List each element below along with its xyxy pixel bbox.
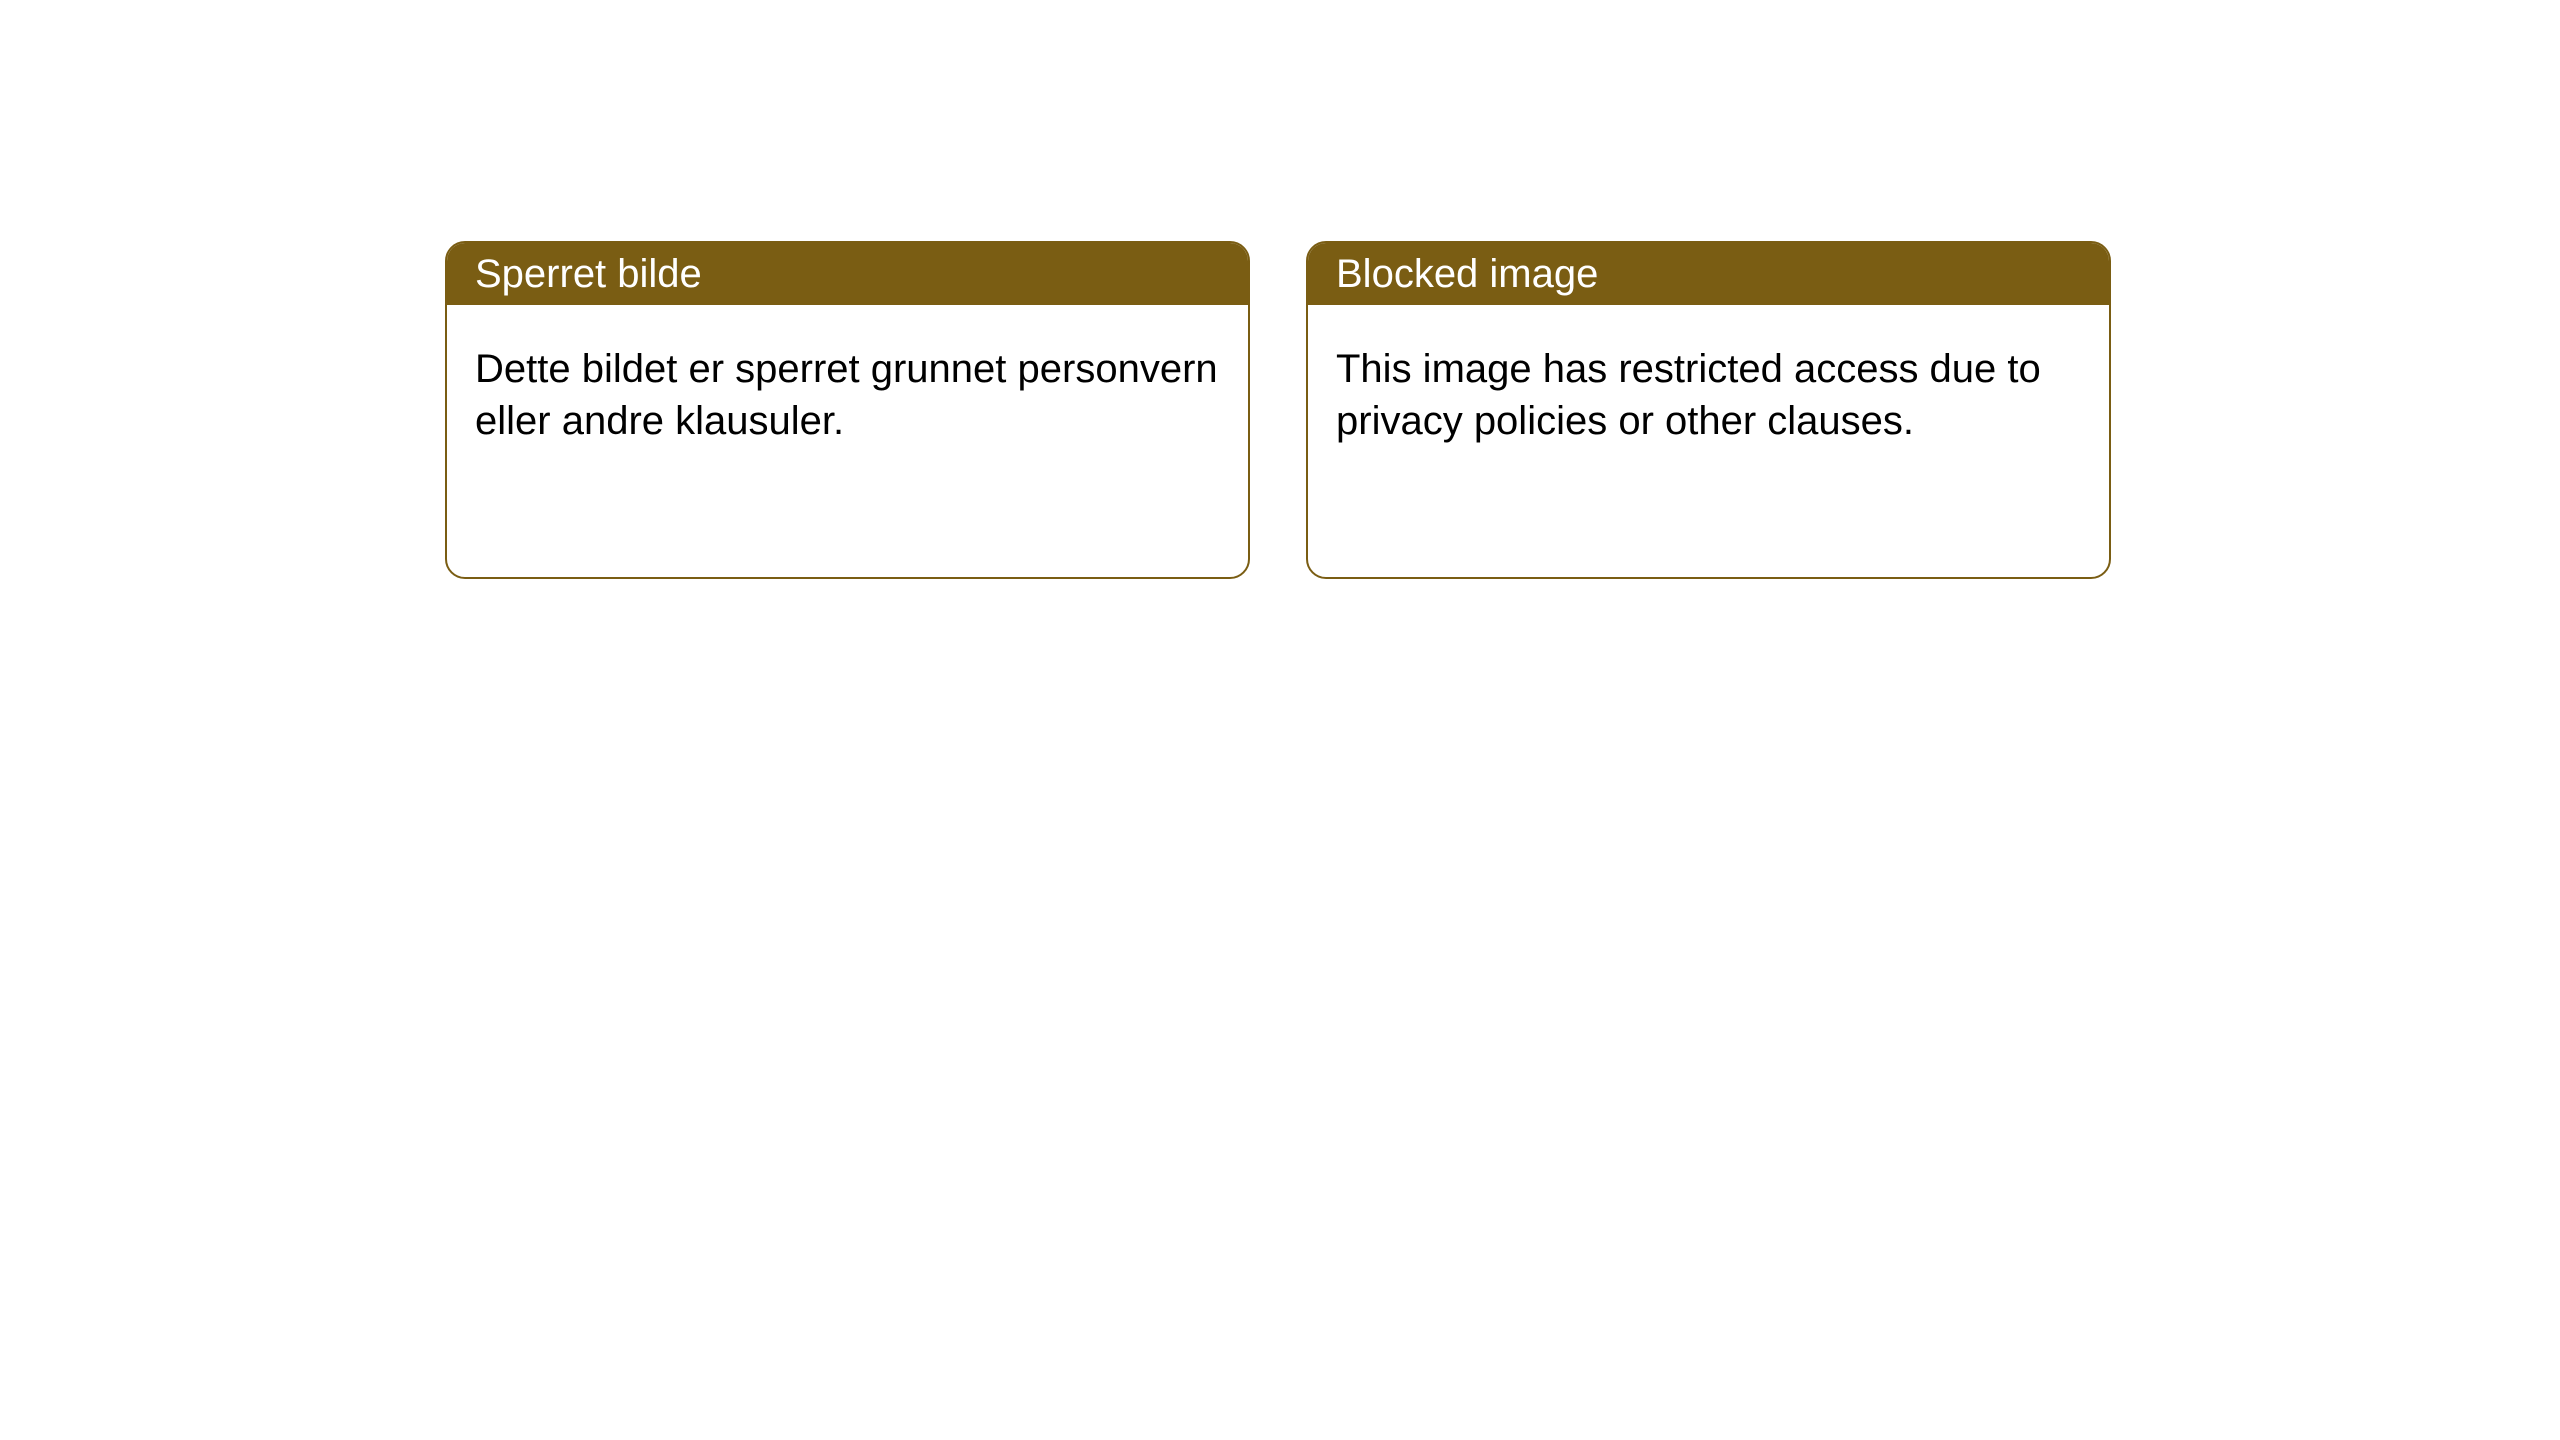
notice-card-norwegian: Sperret bilde Dette bildet er sperret gr… [445,241,1250,579]
card-body-text: This image has restricted access due to … [1336,347,2041,443]
card-header: Blocked image [1308,243,2109,305]
notice-cards-container: Sperret bilde Dette bildet er sperret gr… [445,241,2111,579]
card-body: This image has restricted access due to … [1308,305,2109,485]
card-title: Sperret bilde [475,252,702,297]
notice-card-english: Blocked image This image has restricted … [1306,241,2111,579]
card-title: Blocked image [1336,252,1598,297]
card-body-text: Dette bildet er sperret grunnet personve… [475,347,1218,443]
card-body: Dette bildet er sperret grunnet personve… [447,305,1248,485]
card-header: Sperret bilde [447,243,1248,305]
